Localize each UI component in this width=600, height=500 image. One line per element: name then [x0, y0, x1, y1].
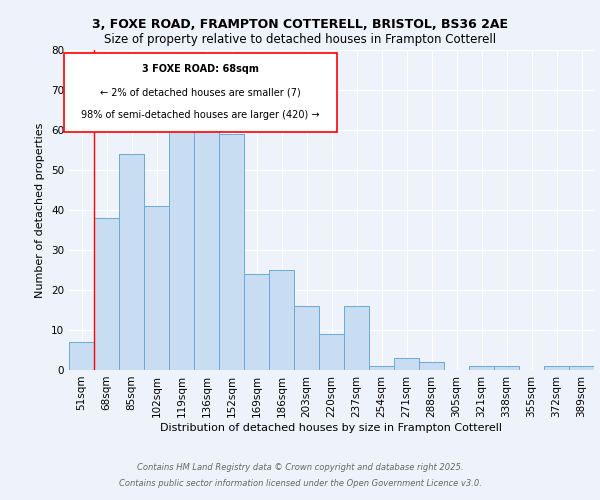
- Bar: [244, 274, 269, 370]
- Bar: [419, 362, 444, 370]
- Bar: [569, 366, 594, 370]
- Bar: [394, 358, 419, 370]
- Bar: [94, 218, 119, 370]
- Bar: [169, 110, 194, 370]
- Text: Contains HM Land Registry data © Crown copyright and database right 2025.: Contains HM Land Registry data © Crown c…: [137, 464, 463, 472]
- Text: 3, FOXE ROAD, FRAMPTON COTTERELL, BRISTOL, BS36 2AE: 3, FOXE ROAD, FRAMPTON COTTERELL, BRISTO…: [92, 18, 508, 30]
- Text: ← 2% of detached houses are smaller (7): ← 2% of detached houses are smaller (7): [100, 88, 301, 98]
- Y-axis label: Number of detached properties: Number of detached properties: [35, 122, 46, 298]
- Text: Contains public sector information licensed under the Open Government Licence v3: Contains public sector information licen…: [119, 478, 481, 488]
- Bar: [269, 270, 294, 370]
- Bar: [119, 154, 144, 370]
- Text: 3 FOXE ROAD: 68sqm: 3 FOXE ROAD: 68sqm: [142, 64, 259, 74]
- FancyBboxPatch shape: [64, 53, 337, 132]
- Bar: [294, 306, 319, 370]
- X-axis label: Distribution of detached houses by size in Frampton Cotterell: Distribution of detached houses by size …: [161, 422, 503, 432]
- Bar: [194, 126, 219, 370]
- Bar: [69, 342, 94, 370]
- Bar: [219, 134, 244, 370]
- Bar: [369, 366, 394, 370]
- Bar: [544, 366, 569, 370]
- Bar: [494, 366, 519, 370]
- Bar: [344, 306, 369, 370]
- Text: Size of property relative to detached houses in Frampton Cotterell: Size of property relative to detached ho…: [104, 32, 496, 46]
- Bar: [144, 206, 169, 370]
- Text: 98% of semi-detached houses are larger (420) →: 98% of semi-detached houses are larger (…: [81, 110, 320, 120]
- Bar: [319, 334, 344, 370]
- Bar: [469, 366, 494, 370]
